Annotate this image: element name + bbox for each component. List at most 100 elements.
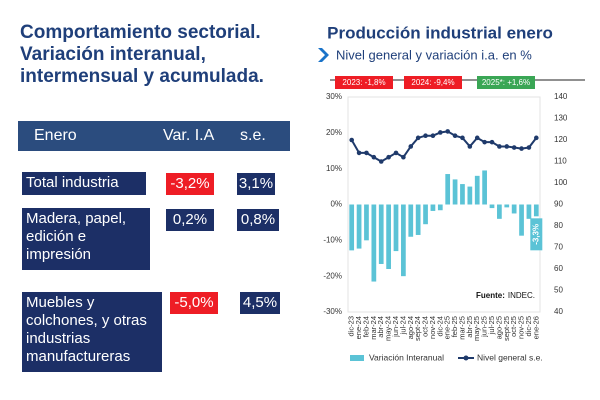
- cell: 0,8%: [237, 209, 279, 231]
- x-tick-label: abr-24: [376, 316, 385, 338]
- value-label: -3,3%: [531, 224, 540, 245]
- source-text: INDEC.: [508, 291, 535, 300]
- bar: [482, 170, 487, 205]
- x-tick-label: dic-24: [435, 316, 444, 336]
- bar: [452, 179, 458, 205]
- line-marker: [460, 135, 465, 141]
- chevron: [318, 48, 329, 62]
- bar: [445, 174, 451, 205]
- x-tick-label: may-25: [472, 316, 481, 341]
- x-tick-label: oct-25: [509, 316, 518, 337]
- line-marker: [378, 159, 384, 164]
- row-label: Madera, papel, edición e impresión: [22, 208, 150, 270]
- bar: [415, 204, 421, 235]
- x-tick-label: feb-25: [450, 316, 459, 337]
- table-header: Enero Var. I.A s.e.: [18, 121, 290, 151]
- bar: [437, 204, 443, 211]
- line-marker: [452, 133, 458, 138]
- bar: [511, 204, 517, 214]
- bar: [349, 204, 355, 251]
- x-tick-label: ago-25: [494, 316, 503, 339]
- bar: [474, 175, 480, 205]
- line-marker: [393, 150, 399, 156]
- line-marker: [371, 154, 377, 160]
- y2-tick-label: 80: [554, 221, 563, 230]
- x-tick-label: may-24: [384, 316, 393, 341]
- bar: [378, 204, 384, 264]
- row-label: Muebles y colchones, y otras industrias …: [22, 292, 162, 372]
- annotation-box: [477, 76, 535, 89]
- y2-tick-label: 70: [554, 243, 563, 252]
- legend-swatch: [463, 355, 469, 361]
- bar: [533, 204, 539, 217]
- bar: [504, 204, 510, 208]
- y2-tick-label: 110: [554, 157, 567, 166]
- y-tick-label: -20%: [323, 271, 342, 280]
- y2-tick-label: 100: [554, 178, 568, 187]
- bar: [364, 204, 369, 241]
- line-marker: [364, 150, 369, 156]
- line-marker: [474, 135, 480, 141]
- bar: [386, 204, 391, 269]
- x-tick-label: sept-25: [502, 316, 511, 341]
- x-tick-label: nov-25: [517, 316, 526, 339]
- source: Fuente: INDEC.: [476, 291, 535, 300]
- line-marker: [401, 154, 406, 160]
- x-tick-label: abr-25: [465, 316, 474, 338]
- line-marker: [408, 144, 414, 149]
- line-marker: [349, 137, 354, 143]
- annotation-box: [335, 76, 393, 89]
- line-marker: [519, 146, 524, 151]
- chart-subtitle: Nivel general y variación i.a. en %: [336, 47, 532, 62]
- line-marker: [511, 145, 517, 150]
- x-tick-label: oct-24: [421, 316, 430, 337]
- bar: [526, 204, 532, 219]
- line-marker: [482, 139, 487, 145]
- y2-tick-label: 40: [554, 307, 563, 316]
- source-label: Fuente:: [476, 291, 505, 300]
- bar: [408, 204, 414, 237]
- y-tick-label: 0%: [330, 200, 342, 209]
- y-tick-label: 30%: [326, 92, 342, 101]
- x-tick-label: ene-26: [531, 316, 540, 339]
- x-tick-label: jul-25: [487, 316, 496, 335]
- bar: [489, 204, 495, 209]
- y-tick-label: -30%: [323, 307, 342, 316]
- x-tick-label: ene-24: [354, 316, 363, 339]
- header-cell: Var. I.A: [163, 127, 215, 144]
- line-marker: [415, 135, 421, 141]
- x-tick-label: sept-24: [413, 316, 422, 341]
- line-marker: [504, 144, 510, 149]
- annotation: 2023: -1,8%: [342, 78, 385, 87]
- cell: 3,1%: [237, 173, 275, 195]
- x-tick-label: jun-24: [391, 316, 400, 338]
- bar: [423, 204, 428, 225]
- header-cell: Enero: [34, 127, 77, 144]
- chart-title: Producción industrial enero: [327, 23, 553, 42]
- y2-tick-label: 140: [554, 92, 568, 101]
- line-marker: [430, 133, 436, 138]
- line-marker: [356, 150, 362, 156]
- y2-tick-label: 60: [554, 264, 563, 273]
- line-marker: [497, 144, 502, 149]
- bar: [401, 204, 406, 277]
- y2-tick-label: 130: [554, 114, 568, 123]
- value-label-box: [530, 218, 543, 251]
- header-cell: s.e.: [240, 127, 266, 144]
- row-label: Total industria: [22, 172, 146, 195]
- y-tick-label: 10%: [326, 164, 342, 173]
- y2-tick-label: 50: [554, 286, 563, 295]
- title: Comportamiento sectorial. Variación inte…: [20, 22, 264, 88]
- line-marker: [445, 129, 450, 134]
- title-line: Variación interanual,: [20, 44, 206, 65]
- x-tick-label: jul-24: [398, 316, 407, 335]
- title-line: intermensual y acumulada.: [20, 66, 264, 87]
- bar: [356, 204, 362, 249]
- x-tick-label: ago-24: [406, 316, 415, 339]
- bar: [497, 204, 502, 219]
- line-marker: [438, 130, 443, 135]
- line-marker: [526, 145, 532, 150]
- y2-tick-label: 90: [554, 200, 563, 209]
- cell: 4,5%: [240, 292, 280, 314]
